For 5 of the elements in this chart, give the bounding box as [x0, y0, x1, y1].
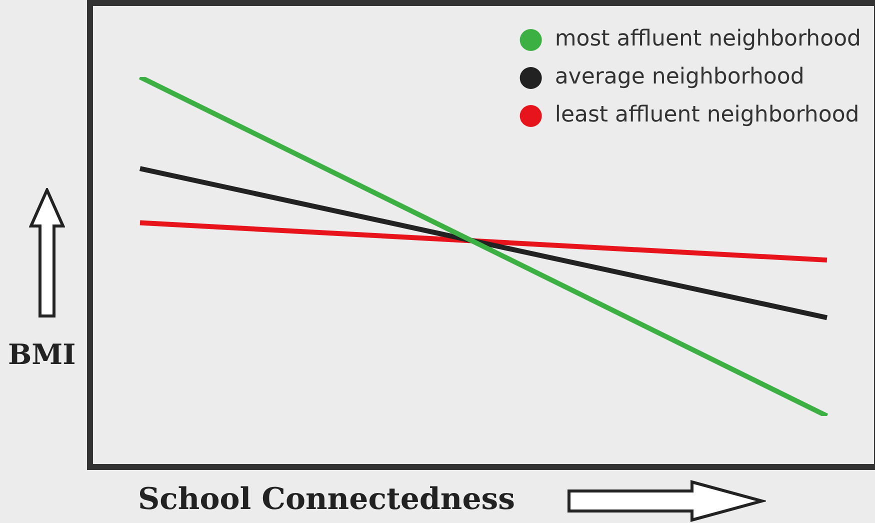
legend-label: most affluent neighborhood — [554, 26, 862, 52]
y-axis-title: BMI — [8, 338, 76, 371]
legend-label: average neighborhood — [554, 64, 804, 90]
x-axis-title: School Connectedness — [138, 482, 516, 517]
legend-label: least affluent neighborhood — [554, 102, 860, 128]
